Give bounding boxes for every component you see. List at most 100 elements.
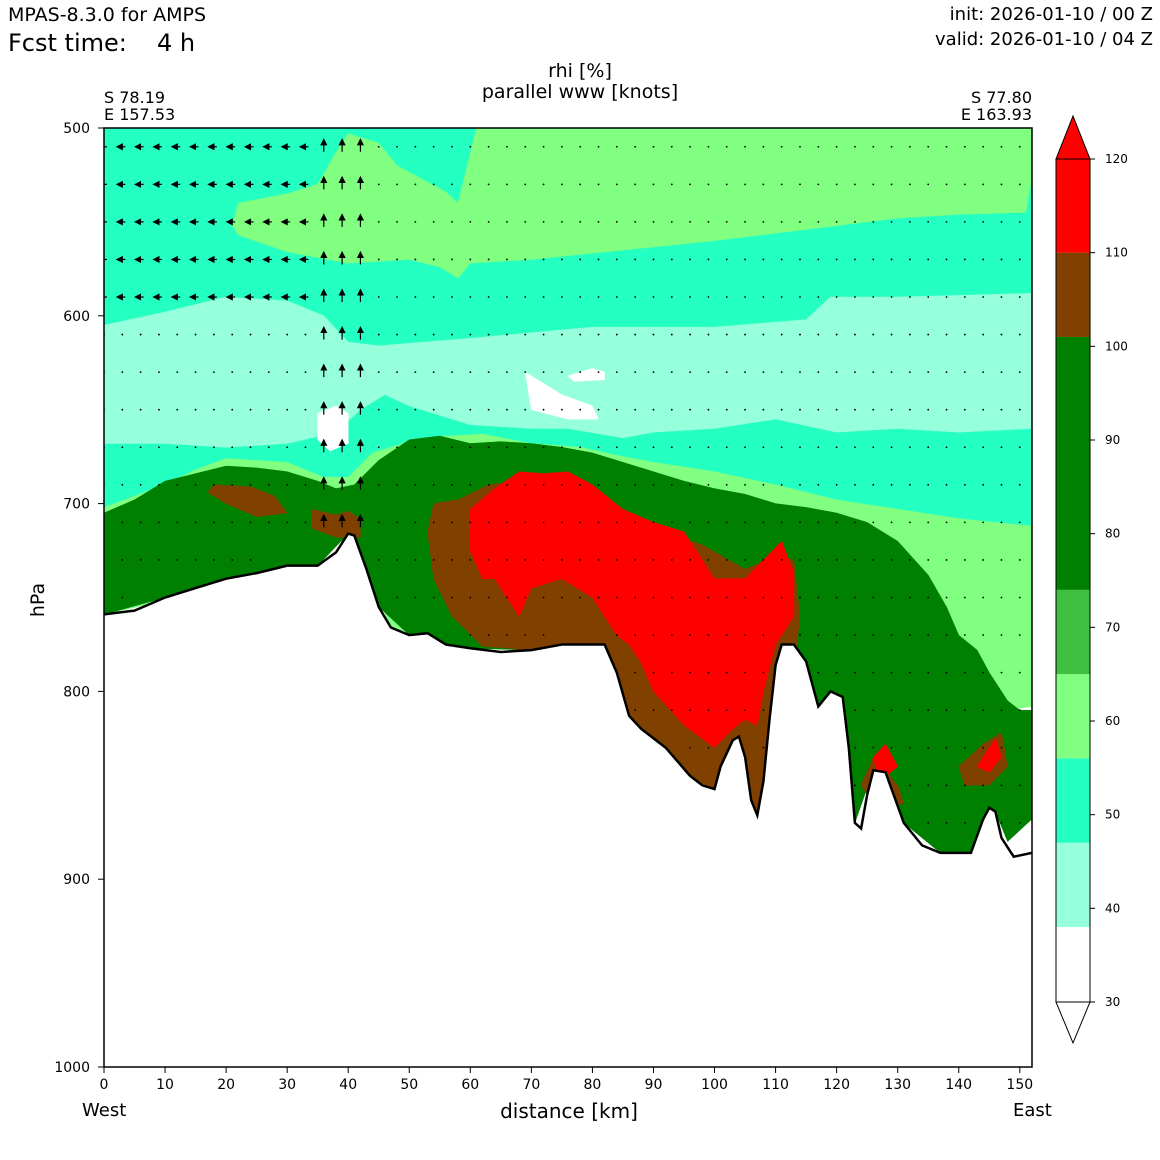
- wind-dot-659: [835, 634, 838, 636]
- wind-dot-362: [194, 408, 197, 411]
- wind-dot-281: [579, 333, 582, 336]
- wind-dot-73: [506, 183, 508, 186]
- wind-dot-568: [231, 559, 234, 561]
- wind-dot-535: [560, 521, 563, 524]
- wind-dot-658: [817, 634, 820, 636]
- wind-dot-191: [799, 258, 801, 261]
- wind-dot-685: [945, 671, 948, 674]
- wind-dot-66: [377, 183, 380, 186]
- wind-dot-242: [799, 296, 801, 298]
- wind-dot-502: [890, 483, 893, 486]
- wind-dot-690: [634, 709, 637, 712]
- wind-dot-551: [854, 521, 856, 524]
- wind-dot-515: [194, 521, 197, 524]
- wind-dot-556: [945, 521, 948, 524]
- colorbar-band-5: [1056, 336, 1090, 590]
- wind-dot-678: [817, 671, 820, 674]
- terrain-fill: [104, 533, 1032, 1067]
- wind-dot-24: [542, 145, 545, 148]
- wind-dot-405: [982, 408, 985, 411]
- wind-dot-313: [231, 371, 234, 374]
- end-lat: S 77.80: [970, 88, 1032, 107]
- wind-dot-572: [414, 559, 417, 561]
- wind-dot-297: [872, 333, 875, 336]
- wind-dot-250: [945, 296, 948, 298]
- wind-dot-657: [799, 634, 801, 636]
- wind-dot-145: [890, 221, 893, 223]
- wind-dot-393: [762, 408, 765, 411]
- wind-dot-716: [945, 746, 948, 749]
- wind-dot-477: [432, 483, 435, 486]
- wind-dot-599: [908, 559, 911, 561]
- wind-dot-171: [432, 258, 435, 261]
- wind-dot-586: [670, 559, 673, 561]
- wind-dot-349: [890, 371, 893, 374]
- wind-dot-270: [377, 333, 380, 336]
- wind-dot-150: [982, 221, 985, 223]
- wind-dot-33: [707, 145, 710, 148]
- model-title: MPAS-8.3.0 for AMPS: [8, 4, 207, 26]
- wind-dot-141: [817, 221, 820, 223]
- wind-dot-387: [652, 408, 655, 411]
- wind-dot-75: [542, 183, 545, 186]
- wind-dot-315: [267, 371, 270, 374]
- wind-dot-305: [1018, 333, 1021, 336]
- wind-dot-552: [872, 521, 875, 524]
- wind-dot-718: [982, 746, 985, 749]
- wind-dot-540: [652, 521, 655, 524]
- wind-dot-152: [1018, 221, 1021, 223]
- wind-dot-611: [451, 596, 453, 599]
- wind-dot-277: [506, 333, 508, 336]
- wind-dot-47: [963, 145, 966, 148]
- wind-dot-292: [780, 333, 783, 336]
- wind-dot-293: [799, 333, 801, 336]
- wind-dot-676: [744, 671, 746, 674]
- wind-dot-129: [597, 221, 600, 223]
- wind-dot-135: [707, 221, 710, 223]
- wind-dot-643: [469, 634, 472, 636]
- wind-dot-46: [945, 145, 948, 148]
- colorbar-tick-label-50: 50: [1105, 808, 1120, 822]
- wind-dot-338: [689, 371, 692, 374]
- wind-dot-492: [707, 483, 710, 486]
- wind-dot-91: [835, 183, 838, 186]
- wind-dot-334: [615, 371, 618, 374]
- wind-dot-581: [579, 559, 582, 561]
- wind-dot-31: [670, 145, 673, 148]
- wind-dot-321: [377, 371, 380, 374]
- x-tick-label-80: 80: [584, 1077, 602, 1093]
- y-tick-label-500: 500: [63, 121, 90, 137]
- end-lon: E 163.93: [960, 105, 1032, 124]
- wind-dot-579: [542, 559, 545, 561]
- wind-dot-117: [377, 221, 380, 223]
- wind-dot-466: [231, 483, 234, 486]
- wind-dot-226: [506, 296, 508, 298]
- wind-dot-509: [1018, 483, 1021, 486]
- wind-dot-271: [396, 333, 398, 336]
- wind-dot-180: [597, 258, 600, 261]
- wind-dot-436: [615, 446, 618, 449]
- wind-dot-648: [615, 634, 618, 636]
- wind-dot-435: [597, 446, 600, 449]
- wind-dot-175: [506, 258, 508, 261]
- x-tick-label-0: 0: [100, 1077, 109, 1093]
- wind-dot-665: [945, 634, 948, 636]
- x-tick-label-90: 90: [645, 1077, 663, 1093]
- wind-dot-308: [139, 371, 142, 374]
- wind-dot-470: [304, 483, 307, 486]
- wind-dot-381: [542, 408, 545, 411]
- wind-dot-123: [487, 221, 490, 223]
- wind-dot-312: [212, 371, 215, 374]
- wind-dot-615: [524, 596, 527, 599]
- wind-dot-256: [121, 333, 124, 336]
- wind-dot-79: [615, 183, 618, 186]
- wind-dot-725: [963, 784, 966, 787]
- wind-dot-264: [267, 333, 270, 336]
- wind-dot-341: [744, 371, 746, 374]
- wind-dot-282: [597, 333, 600, 336]
- wind-dot-569: [249, 559, 252, 561]
- wind-dot-583: [615, 559, 618, 561]
- x-tick-label-100: 100: [701, 1077, 728, 1093]
- wind-dot-92: [854, 183, 856, 186]
- wind-dot-373: [396, 408, 398, 411]
